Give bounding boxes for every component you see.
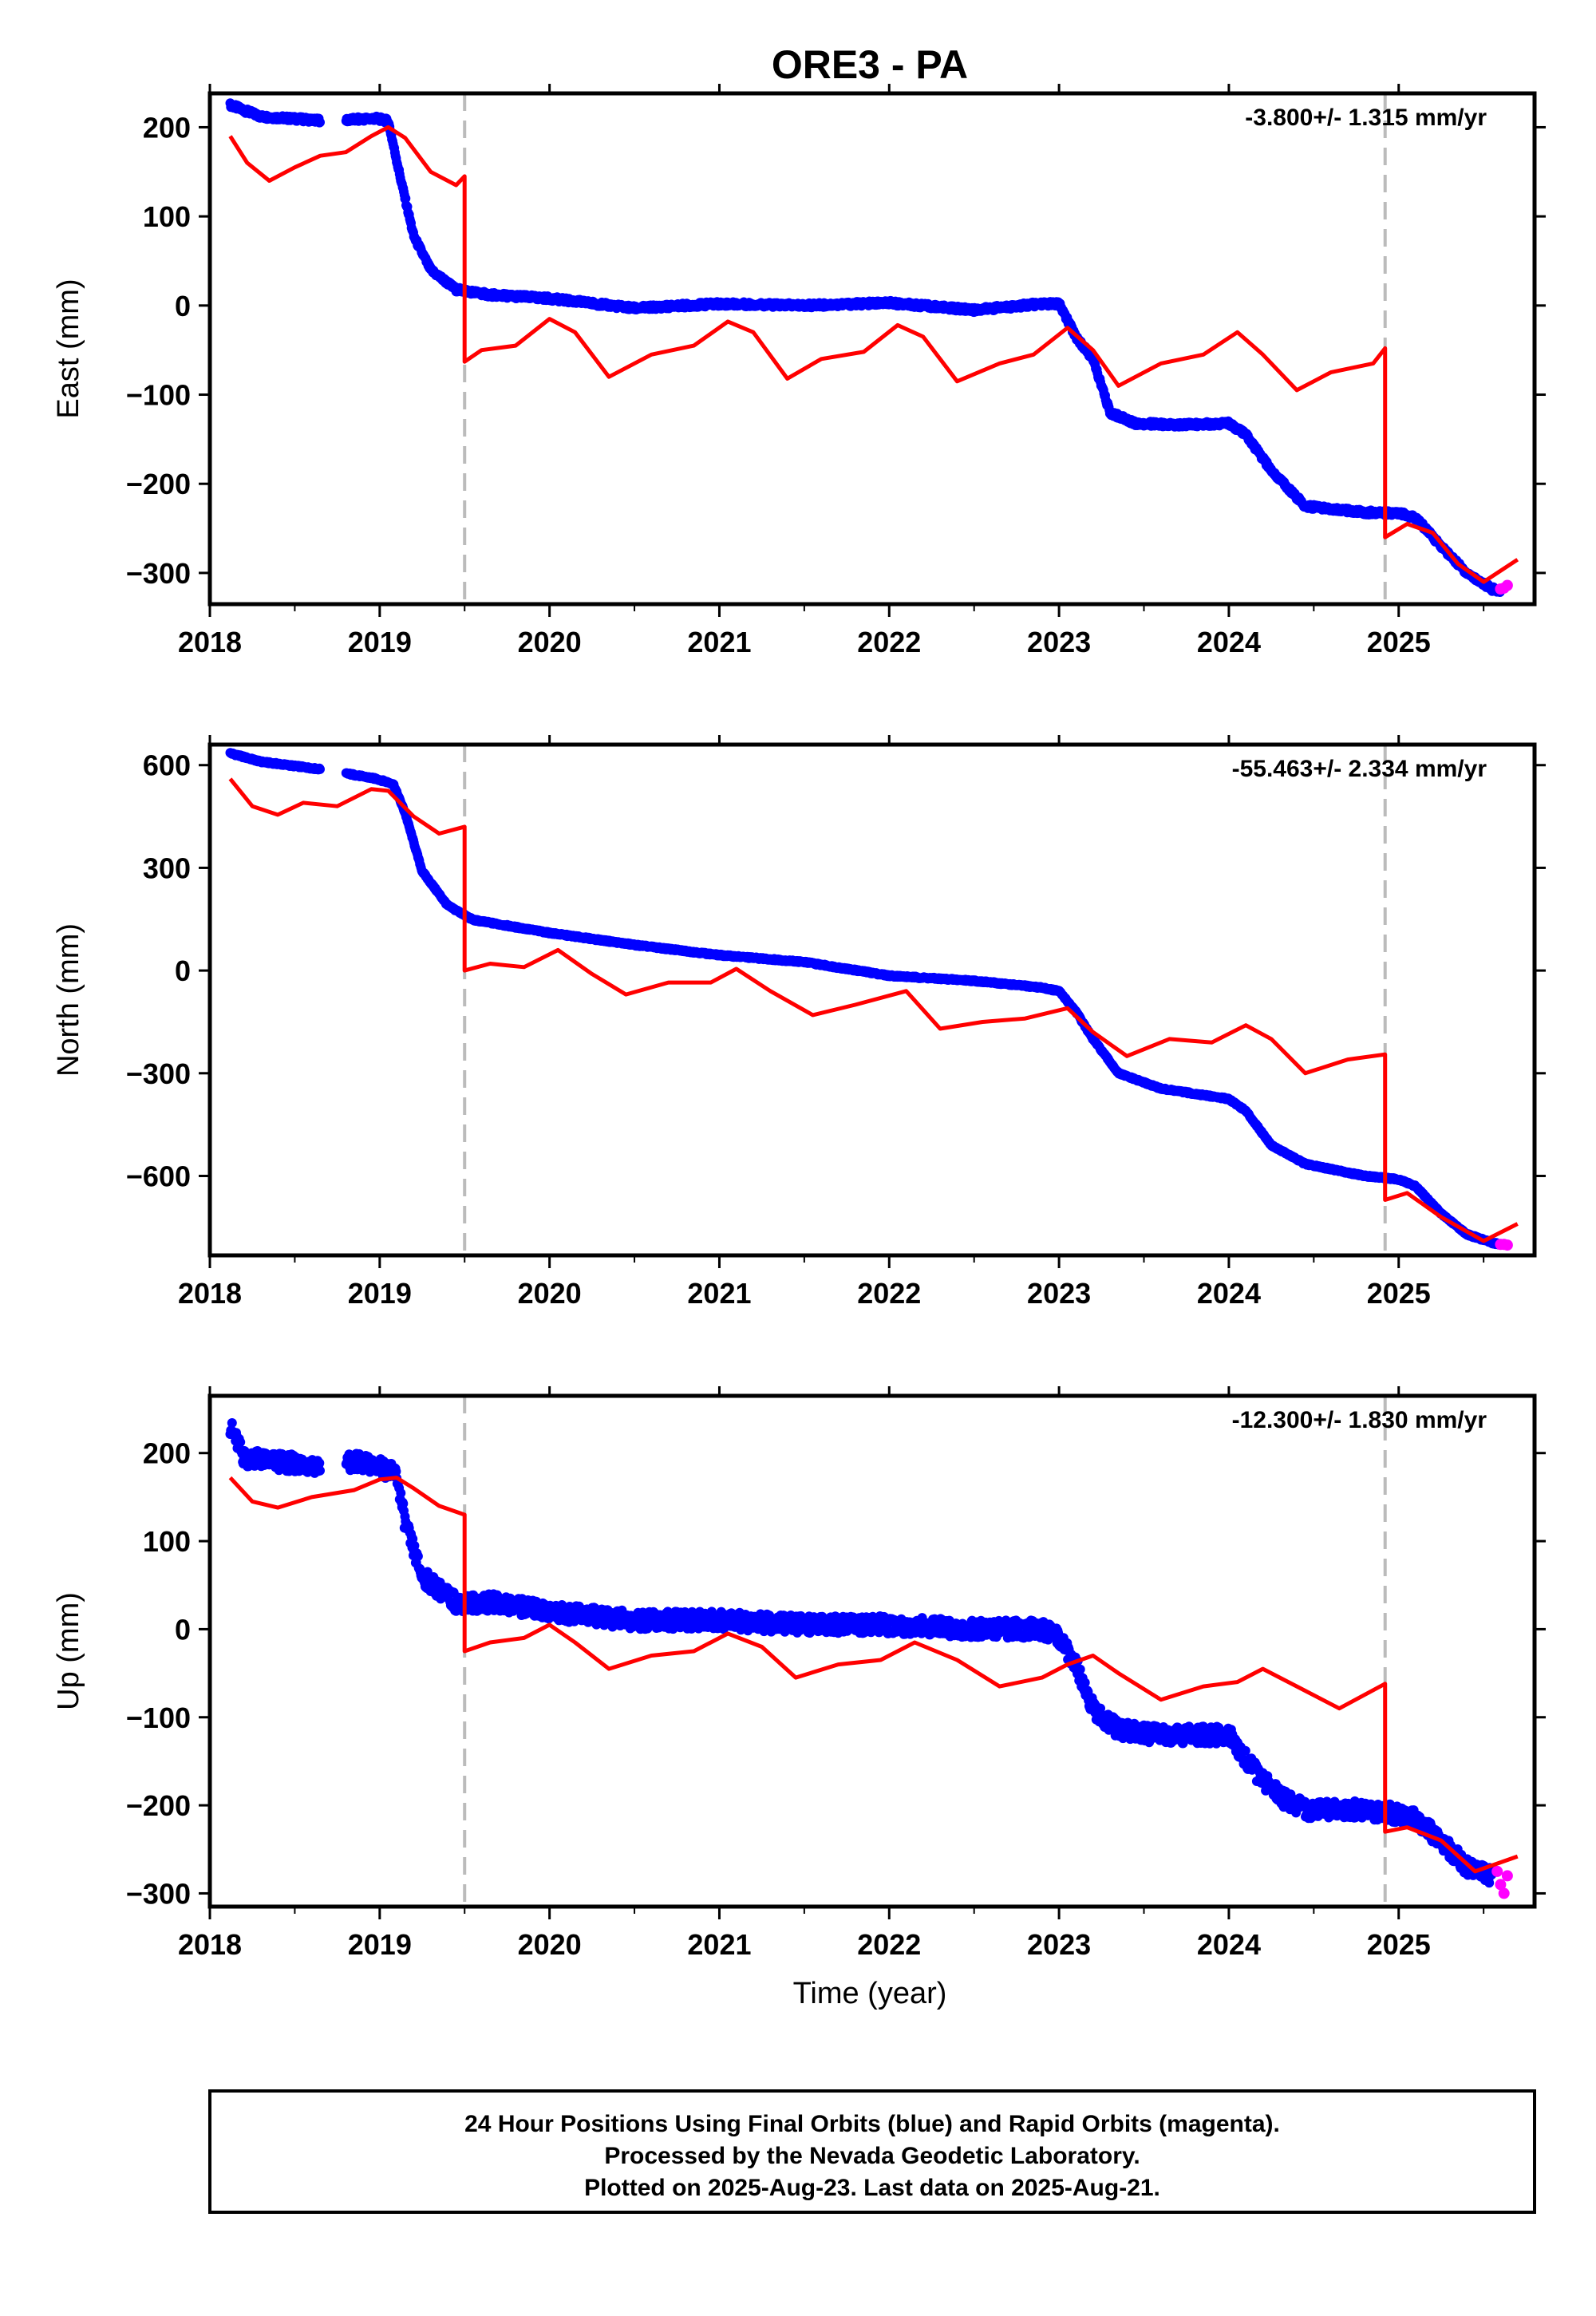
x-tick-label: 2022 <box>857 1277 921 1310</box>
y-tick-label: −600 <box>126 1160 191 1192</box>
final-orbit-point <box>315 1465 325 1476</box>
x-tick-label: 2018 <box>178 626 242 658</box>
final-orbit-series <box>225 98 1506 597</box>
y-axis-label: North (mm) <box>52 923 85 1077</box>
y-tick-label: 0 <box>175 290 191 322</box>
plot-frame <box>207 91 1537 607</box>
rate-label: -55.463+/- 2.334 mm/yr <box>1232 756 1487 782</box>
y-axis-label: East (mm) <box>52 279 85 418</box>
x-tick-label: 2023 <box>1027 1277 1091 1310</box>
north-panel: 600 300 0 −300 −600 2018 2019 2020 2021 2022 2023 2… <box>52 735 1546 1310</box>
final-orbit-series <box>225 748 1506 1250</box>
rapid-orbit-point <box>1501 1239 1513 1251</box>
figure-title: ORE3 - PA <box>772 42 968 87</box>
rapid-orbit-series <box>1495 1239 1513 1251</box>
x-tick-label: 2024 <box>1197 626 1261 658</box>
x-tick-label: 2025 <box>1367 1277 1431 1310</box>
final-orbit-point <box>315 764 325 774</box>
x-tick-label: 2025 <box>1367 626 1431 658</box>
y-tick-label: 200 <box>143 111 191 144</box>
y-tick-label: −100 <box>126 379 191 412</box>
x-tick-label: 2022 <box>857 626 921 658</box>
final-orbit-point <box>315 117 325 128</box>
east-panel: 200 100 0 −100 −200 −300 2018 2019 2020 2021 2022 2… <box>52 84 1546 658</box>
x-tick-label: 2021 <box>687 626 751 658</box>
y-tick-label: −200 <box>126 468 191 500</box>
x-tick-label: 2019 <box>348 626 412 658</box>
x-tick-label: 2024 <box>1197 1277 1261 1310</box>
x-tick-label: 2019 <box>348 1277 412 1310</box>
final-orbit-point <box>235 1437 246 1447</box>
y-tick-label: 600 <box>143 749 191 782</box>
final-orbit-point <box>413 1551 423 1561</box>
y-tick-label: −300 <box>126 1057 191 1090</box>
x-tick-label: 2021 <box>687 1277 751 1310</box>
x-tick-label: 2020 <box>518 626 582 658</box>
rapid-orbit-point <box>1501 579 1513 591</box>
final-orbit-point <box>396 1488 406 1498</box>
y-tick-label: 100 <box>143 200 191 233</box>
final-orbit-point <box>227 1418 237 1428</box>
y-tick-label: −300 <box>126 557 191 590</box>
rapid-orbit-series <box>1495 579 1513 595</box>
rate-label: -3.800+/- 1.315 mm/yr <box>1245 105 1487 131</box>
x-tick-label: 2020 <box>518 1277 582 1310</box>
y-tick-label: 300 <box>143 852 191 884</box>
x-tick-label: 2023 <box>1027 626 1091 658</box>
y-tick-label: 0 <box>175 954 191 987</box>
x-tick-label: 2018 <box>178 1277 242 1310</box>
final-orbit-point <box>401 193 411 204</box>
